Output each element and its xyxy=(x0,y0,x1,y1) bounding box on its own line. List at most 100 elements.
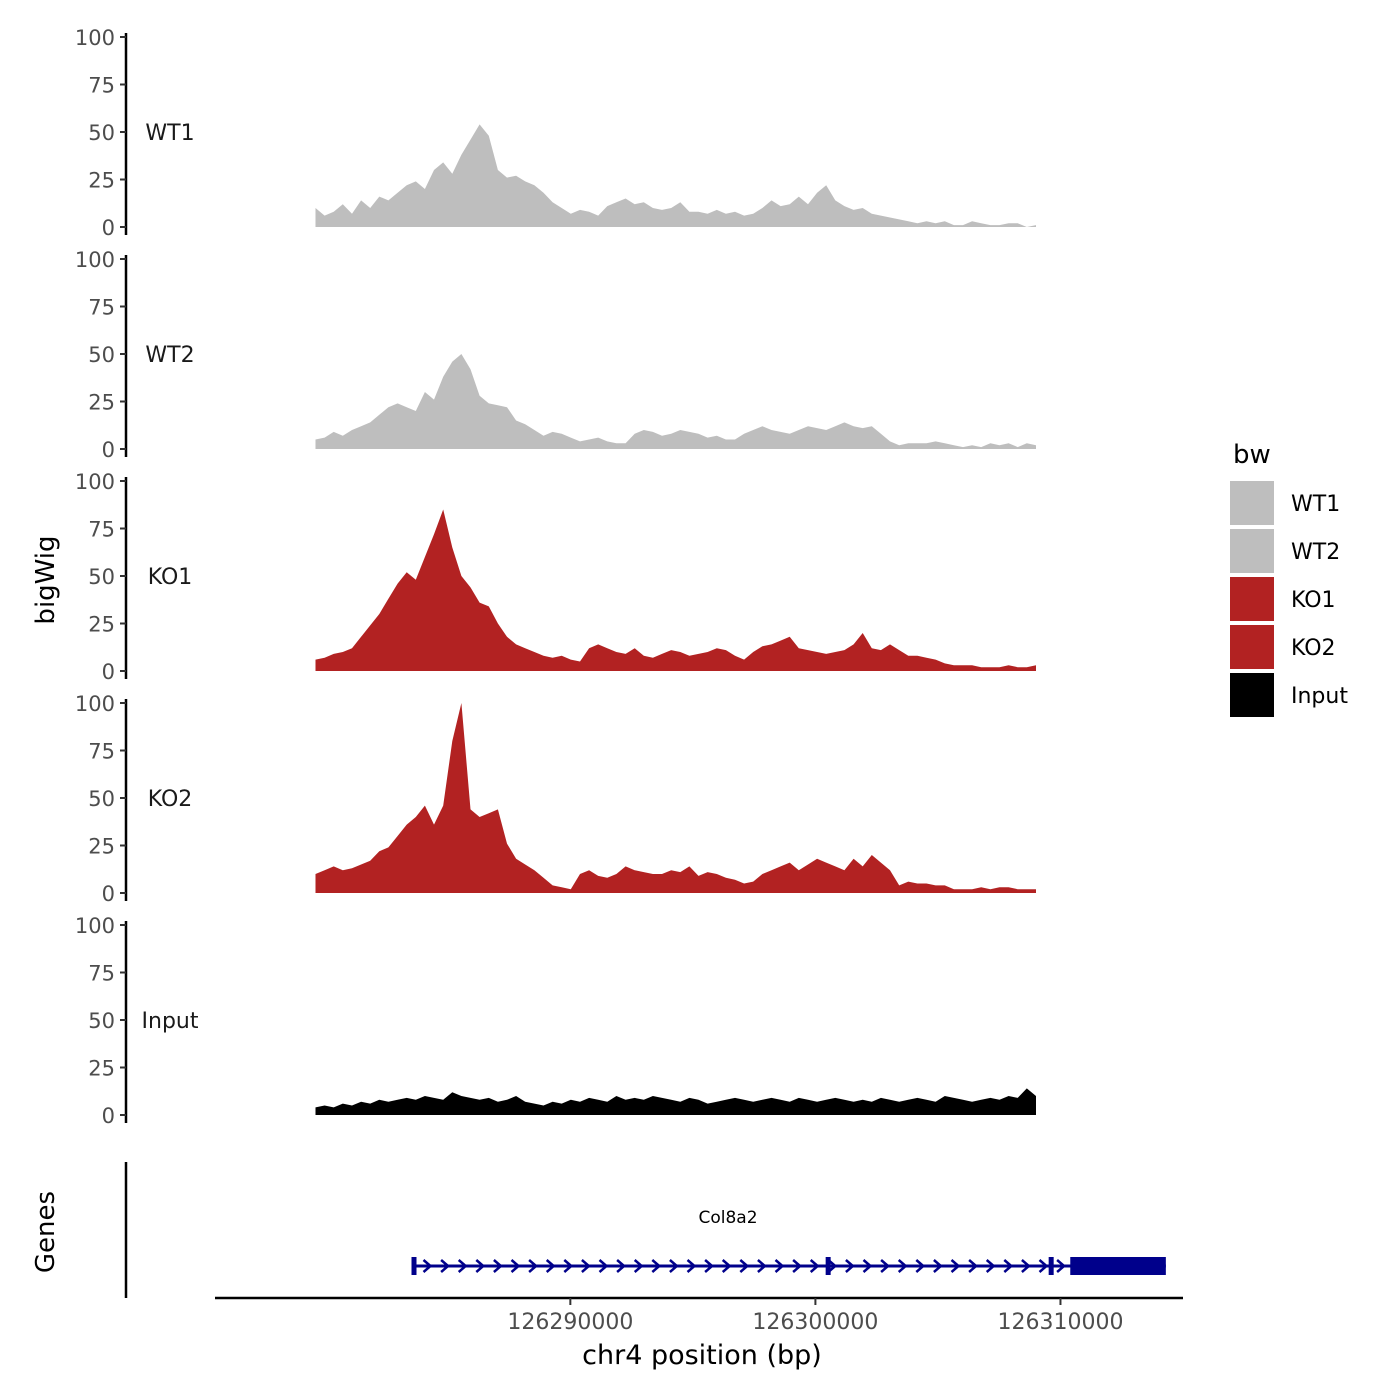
legend-label: WT1 xyxy=(1291,492,1340,517)
y-tick-label: 0 xyxy=(102,1104,115,1128)
y-tick-label: 50 xyxy=(88,787,115,811)
strand-arrow-icon xyxy=(457,1259,468,1273)
strand-arrow-icon xyxy=(845,1259,855,1273)
legend: bw WT1 WT2 KO1 KO2 Input xyxy=(1230,440,1348,717)
strand-arrow-icon xyxy=(598,1259,609,1273)
x-tick-label: 126310000 xyxy=(997,1310,1123,1335)
strand-arrow-icon xyxy=(493,1259,503,1273)
strand-arrow-icon xyxy=(545,1259,556,1273)
coverage-area-ko2 xyxy=(315,703,1036,893)
strand-arrow-icon xyxy=(1021,1259,1031,1273)
track-input: 0 25 50 75 100 Input xyxy=(75,914,1036,1128)
x-axis: 126290000 126300000 126310000 xyxy=(215,1296,1183,1335)
y-tick-label: 50 xyxy=(88,343,115,367)
y-tick-label: 50 xyxy=(88,1009,115,1033)
y-tick-label: 100 xyxy=(75,26,115,50)
track-wt1: 0 25 50 75 100 WT1 xyxy=(75,26,1036,240)
strand-arrow-icon xyxy=(669,1259,679,1273)
y-axis-title: bigWig xyxy=(31,535,61,624)
track-ko1: 0 25 50 75 100 KO1 xyxy=(75,470,1036,684)
strand-arrow-icon xyxy=(862,1259,873,1273)
y-tick-label: 0 xyxy=(102,660,115,684)
strand-arrow-icon xyxy=(968,1259,979,1273)
y-tick-label: 100 xyxy=(75,914,115,938)
genes-panel: Col8a2 xyxy=(124,1162,1166,1298)
y-tick-label: 25 xyxy=(88,835,115,859)
legend-label: WT2 xyxy=(1291,540,1340,565)
track-label: KO2 xyxy=(148,787,193,812)
strand-arrow-icon xyxy=(897,1259,908,1273)
strand-arrow-icon xyxy=(1056,1259,1067,1273)
strand-arrow-icon xyxy=(774,1259,785,1273)
strand-arrow-icon xyxy=(721,1259,732,1273)
legend-title: bw xyxy=(1233,440,1271,470)
y-tick-label: 75 xyxy=(88,740,115,764)
y-tick-label: 75 xyxy=(88,962,115,986)
x-axis-title: chr4 position (bp) xyxy=(582,1340,822,1371)
y-tick-label: 50 xyxy=(88,565,115,589)
strand-arrow-icon xyxy=(985,1259,996,1273)
legend-swatch-wt1 xyxy=(1230,481,1274,525)
strand-arrow-icon xyxy=(809,1259,820,1273)
legend-swatch-wt2 xyxy=(1230,529,1274,573)
strand-arrow-icon xyxy=(950,1259,961,1273)
y-tick-label: 25 xyxy=(88,169,115,193)
gene-exon xyxy=(1048,1257,1054,1275)
strand-arrow-icon xyxy=(528,1259,539,1273)
strand-arrow-icon xyxy=(739,1259,750,1273)
y-tick-label: 0 xyxy=(102,216,115,240)
y-tick-label: 75 xyxy=(88,518,115,542)
legend-swatch-ko1 xyxy=(1230,577,1274,621)
coverage-area-ko1 xyxy=(315,509,1036,671)
x-tick-label: 126290000 xyxy=(507,1310,633,1335)
y-tick-label: 25 xyxy=(88,391,115,415)
track-label: Input xyxy=(142,1009,199,1034)
y-tick-label: 25 xyxy=(88,613,115,637)
y-tick-label: 0 xyxy=(102,882,115,906)
strand-arrow-icon xyxy=(563,1259,574,1273)
y-tick-label: 0 xyxy=(102,438,115,462)
track-ko2: 0 25 50 75 100 KO2 xyxy=(75,692,1036,906)
strand-arrow-icon xyxy=(880,1259,891,1273)
y-tick-label: 75 xyxy=(88,74,115,98)
strand-arrow-icon xyxy=(581,1259,591,1273)
strand-arrow-icon xyxy=(633,1259,644,1273)
strand-arrow-icon xyxy=(651,1259,662,1273)
y-tick-label: 100 xyxy=(75,692,115,716)
coverage-area-wt1 xyxy=(315,124,1036,227)
track-label: WT2 xyxy=(145,343,194,368)
legend-label: KO1 xyxy=(1291,588,1336,613)
track-wt2: 0 25 50 75 100 WT2 xyxy=(75,248,1036,462)
strand-arrow-icon xyxy=(757,1259,767,1273)
legend-label: KO2 xyxy=(1291,636,1336,661)
gene-utr xyxy=(411,1257,417,1275)
coverage-area-input xyxy=(315,1088,1036,1115)
y-tick-label: 75 xyxy=(88,296,115,320)
track-label: KO1 xyxy=(148,565,193,590)
legend-label: Input xyxy=(1291,684,1348,709)
y-tick-label: 100 xyxy=(75,248,115,272)
strand-arrow-icon xyxy=(933,1259,943,1273)
strand-arrow-icon xyxy=(475,1259,486,1273)
y-tick-label: 100 xyxy=(75,470,115,494)
strand-arrow-icon xyxy=(510,1259,521,1273)
strand-arrow-icon xyxy=(1038,1259,1049,1273)
strand-arrow-icon xyxy=(686,1259,697,1273)
strand-arrow-icon xyxy=(616,1259,627,1273)
y-tick-label: 25 xyxy=(88,1057,115,1081)
strand-arrow-icon xyxy=(915,1259,926,1273)
strand-arrow-icon xyxy=(704,1259,715,1273)
legend-swatch-input xyxy=(1230,673,1274,717)
gene-name-label: Col8a2 xyxy=(698,1208,757,1228)
track-label: WT1 xyxy=(145,121,194,146)
gene-cds xyxy=(1070,1257,1166,1275)
gene-exon xyxy=(825,1257,831,1275)
legend-swatch-ko2 xyxy=(1230,625,1274,669)
tracks-panel: 0255075100WT10255075100WT20255075100KO10… xyxy=(75,26,1036,1128)
strand-arrow-icon xyxy=(422,1259,433,1273)
strand-arrow-icon xyxy=(440,1259,451,1273)
strand-arrow-icon xyxy=(792,1259,803,1273)
strand-arrow-icon xyxy=(1003,1259,1014,1273)
coverage-area-wt2 xyxy=(315,354,1036,449)
